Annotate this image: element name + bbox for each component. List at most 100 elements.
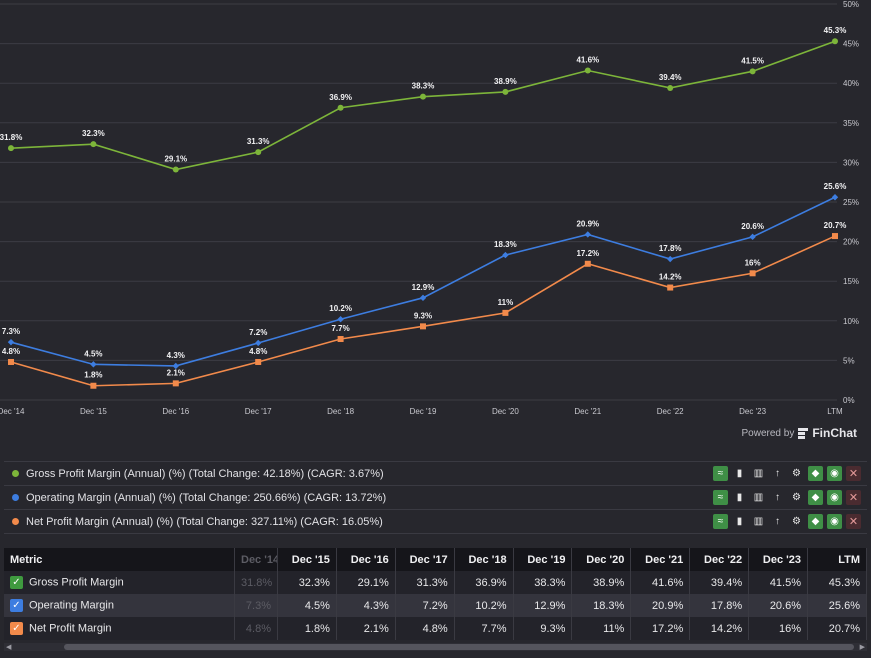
scroll-right-icon[interactable]: ▶	[859, 644, 865, 651]
period-column-header[interactable]: Dec '16	[336, 548, 396, 571]
y-tick-label: 20%	[843, 238, 859, 247]
data-point	[749, 233, 756, 241]
data-label: 20.6%	[741, 222, 764, 231]
close-icon[interactable]: ✕	[846, 514, 861, 529]
row-checkbox[interactable]: ✓	[10, 622, 23, 635]
x-tick-label: Dec '17	[245, 407, 272, 416]
gear-icon[interactable]: ⚙	[792, 516, 801, 527]
table-row[interactable]: ✓ Net Profit Margin 4.8% 1.8% 2.1% 4.8% 7.7% 9.…	[4, 617, 867, 640]
y-tick-label: 0%	[843, 396, 855, 405]
value-cell: 9.3%	[513, 617, 573, 640]
metric-table: Metric Dec '14 Dec '15 Dec '16 Dec '17 Dec '1…	[4, 548, 867, 640]
powered-by-prefix: Powered by	[741, 427, 795, 439]
chart-type-icon[interactable]: ≈	[713, 466, 728, 481]
x-tick-label: Dec '18	[327, 407, 354, 416]
value-cell: 11%	[571, 617, 632, 640]
period-column-header[interactable]: Dec '17	[395, 548, 455, 571]
sort-icon[interactable]: ↑	[775, 492, 780, 503]
value-cell: 4.5%	[277, 594, 337, 617]
legend-dot-icon	[12, 494, 19, 501]
metric-cell: ✓ Operating Margin	[4, 594, 235, 617]
bar-chart-icon[interactable]: ▮	[736, 468, 743, 479]
value-cell: 25.6%	[807, 594, 867, 617]
period-column-header[interactable]: Dec '20	[571, 548, 632, 571]
legend-tools: ≈ ▮ ▥ ↑ ⚙ ◆ ◉ ✕	[713, 466, 861, 481]
legend-row[interactable]: Gross Profit Margin (Annual) (%) (Total …	[4, 462, 867, 486]
metric-cell: ✓ Net Profit Margin	[4, 617, 235, 640]
y-tick-label: 50%	[843, 0, 859, 9]
period-column-header[interactable]: Dec '21	[630, 548, 691, 571]
data-point	[667, 255, 674, 263]
data-label: 7.2%	[249, 328, 267, 337]
value-cell: 4.3%	[336, 594, 396, 617]
data-label: 11%	[498, 298, 514, 307]
data-label: 14.2%	[659, 273, 682, 282]
data-point	[8, 358, 14, 365]
powered-by[interactable]: Powered by FinChat	[742, 426, 857, 440]
table-row[interactable]: ✓ Operating Margin 7.3% 4.5% 4.3% 7.2% 10.2% 12…	[4, 594, 867, 617]
data-point	[255, 358, 262, 365]
tag-icon[interactable]: ◆	[808, 466, 823, 481]
value-cell: 18.3%	[571, 594, 632, 617]
legend-row[interactable]: Net Profit Margin (Annual) (%) (Total Ch…	[4, 510, 867, 534]
data-point	[8, 145, 14, 152]
legend-label: Operating Margin (Annual) (%) (Total Cha…	[26, 491, 387, 504]
data-point	[832, 38, 838, 45]
legend-row[interactable]: Operating Margin (Annual) (%) (Total Cha…	[4, 486, 867, 510]
period-column-header[interactable]: Dec '23	[748, 548, 809, 571]
sort-icon[interactable]: ↑	[775, 516, 780, 527]
stacked-bar-icon[interactable]: ▥	[753, 516, 764, 527]
period-column-header[interactable]: Dec '18	[454, 548, 514, 571]
legend-label: Gross Profit Margin (Annual) (%) (Total …	[26, 467, 384, 480]
stacked-bar-icon[interactable]: ▥	[753, 492, 764, 503]
legend-tools: ≈ ▮ ▥ ↑ ⚙ ◆ ◉ ✕	[713, 490, 861, 505]
value-cell: 4.8%	[395, 617, 455, 640]
row-checkbox[interactable]: ✓	[10, 576, 23, 589]
tag-icon[interactable]: ◆	[808, 490, 823, 505]
scroll-thumb[interactable]	[64, 644, 854, 650]
data-point	[667, 84, 674, 91]
gear-icon[interactable]: ⚙	[792, 468, 801, 479]
data-point	[90, 361, 97, 368]
period-column-header[interactable]: Dec '22	[689, 548, 750, 571]
row-checkbox[interactable]: ✓	[10, 599, 23, 612]
data-point	[667, 284, 674, 291]
period-column-header[interactable]: LTM	[807, 548, 867, 571]
period-column-header[interactable]: Dec '19	[513, 548, 573, 571]
metric-cell: ✓ Gross Profit Margin	[4, 571, 235, 594]
data-label: 41.5%	[741, 56, 764, 65]
gear-icon[interactable]: ⚙	[792, 492, 801, 503]
x-tick-label: LTM	[827, 407, 843, 416]
data-label: 1.8%	[84, 371, 102, 380]
period-column-header[interactable]: Dec '14	[234, 548, 278, 571]
table-row[interactable]: ✓ Gross Profit Margin 31.8% 32.3% 29.1% 31.3%…	[4, 571, 867, 594]
stacked-bar-icon[interactable]: ▥	[753, 468, 764, 479]
eye-icon[interactable]: ◉	[827, 514, 842, 529]
data-point	[172, 380, 179, 387]
data-label: 4.5%	[84, 349, 102, 358]
eye-icon[interactable]: ◉	[827, 490, 842, 505]
value-cell: 1.8%	[277, 617, 337, 640]
data-point	[584, 67, 591, 74]
tag-icon[interactable]: ◆	[808, 514, 823, 529]
value-cell: 12.9%	[513, 594, 573, 617]
data-point	[90, 141, 97, 148]
margin-line-chart: 0% 5% 10% 15% 20% 25% 30% 35% 40% 45% 50% Dec '14 De…	[0, 0, 859, 416]
close-icon[interactable]: ✕	[846, 490, 861, 505]
x-tick-label: Dec '15	[80, 407, 107, 416]
chart-type-icon[interactable]: ≈	[713, 490, 728, 505]
table-scrollbar[interactable]: ◀ ▶	[4, 643, 867, 651]
data-point	[420, 323, 426, 330]
chart-type-icon[interactable]: ≈	[713, 514, 728, 529]
close-icon[interactable]: ✕	[846, 466, 861, 481]
value-cell: 41.6%	[630, 571, 691, 594]
eye-icon[interactable]: ◉	[827, 466, 842, 481]
scroll-left-icon[interactable]: ◀	[6, 644, 12, 651]
bar-chart-icon[interactable]: ▮	[736, 516, 743, 527]
data-label: 38.3%	[412, 82, 435, 91]
bar-chart-icon[interactable]: ▮	[736, 492, 743, 503]
period-column-header[interactable]: Dec '15	[277, 548, 337, 571]
sort-icon[interactable]: ↑	[775, 468, 780, 479]
data-label: 41.6%	[576, 56, 599, 65]
legend-dot-icon	[12, 518, 19, 525]
